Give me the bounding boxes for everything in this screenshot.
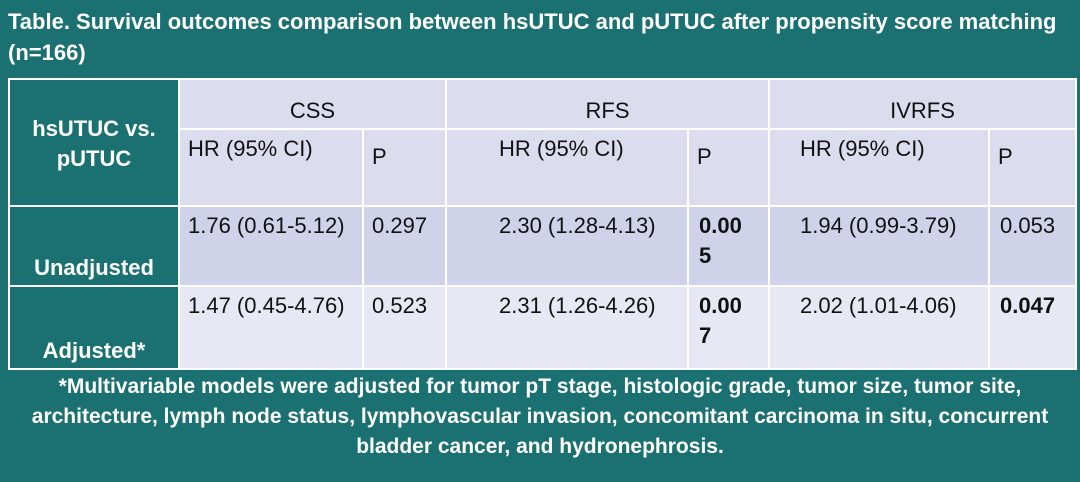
subheader: HR (95% CI) <box>445 128 689 207</box>
cell: 1.94 (0.99-3.79) <box>768 205 990 287</box>
cell: 0.523 <box>362 285 447 370</box>
group-header: RFS <box>445 78 770 130</box>
cell: 0.297 <box>362 205 447 287</box>
data-row: Adjusted* 1.47 (0.45-4.76) 0.523 2.31 (1.26… <box>8 285 1077 370</box>
subheader: P <box>362 128 447 207</box>
row-label: Unadjusted <box>8 205 180 287</box>
cell: 2.30 (1.28-4.13) <box>445 205 689 287</box>
group-header: IVRFS <box>768 78 1077 130</box>
cell: 1.47 (0.45-4.76) <box>178 285 364 370</box>
subheader-row: HR (95% CI) P HR (95% CI) P HR (95% CI) P <box>9 128 1077 207</box>
cell: 2.31 (1.26-4.26) <box>445 285 689 370</box>
table-title: Table. Survival outcomes comparison betw… <box>8 9 1057 65</box>
cell: 2.02 (1.01-4.06) <box>768 285 990 370</box>
cell: 0.005 <box>687 205 770 287</box>
cell: 0.047 <box>988 285 1077 370</box>
header-row: hsUTUC vs. pUTUC CSS RFS IVRFS <box>8 78 1077 207</box>
group-header: CSS <box>178 78 447 130</box>
subheader: P <box>988 128 1077 207</box>
data-row: Unadjusted 1.76 (0.61-5.12) 0.297 2.30 (1.2… <box>8 205 1077 287</box>
row-label: Adjusted* <box>8 285 180 370</box>
cell: 0.053 <box>988 205 1077 287</box>
results-table: hsUTUC vs. pUTUC CSS RFS IVRFS HR (95% CI) P H… <box>8 78 1077 370</box>
subheader: HR (95% CI) <box>768 128 990 207</box>
footnote: *Multivariable models were adjusted for … <box>31 375 1049 458</box>
cell: 0.007 <box>687 285 770 370</box>
subheader: P <box>687 128 770 207</box>
subheader: HR (95% CI) <box>178 128 364 207</box>
corner-header: hsUTUC vs. pUTUC <box>8 78 180 207</box>
cell: 1.76 (0.61-5.12) <box>178 205 364 287</box>
